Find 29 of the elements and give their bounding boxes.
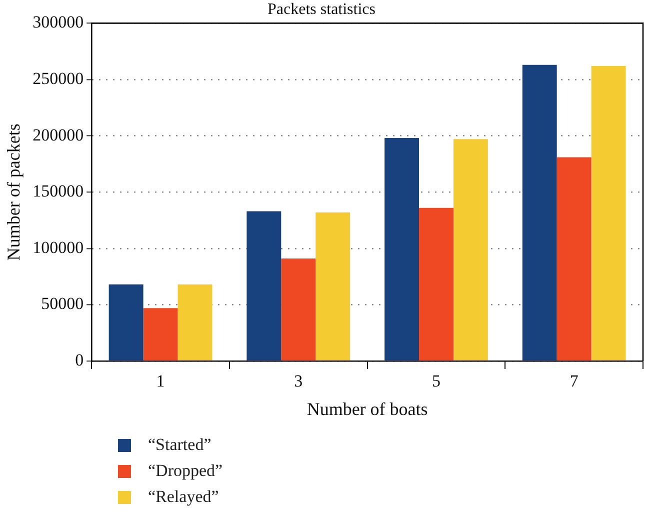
x-tick-label: 5 (432, 372, 440, 391)
y-tick-label: 250000 (32, 68, 84, 88)
x-tick-label: 1 (156, 372, 165, 391)
y-tick-label: 0 (75, 350, 84, 370)
x-tick-label: 3 (294, 372, 303, 391)
y-tick-label: 100000 (32, 238, 84, 257)
y-tick-label: 300000 (32, 12, 84, 32)
chart-title: Packets statistics (268, 0, 376, 18)
legend-label: “Relayed” (148, 487, 219, 507)
bar (143, 308, 178, 360)
bar (178, 284, 212, 360)
x-tick-label: 7 (570, 372, 579, 391)
bar (522, 64, 557, 360)
bar (453, 139, 488, 360)
bar (246, 211, 282, 360)
y-axis-title: Number of packets (4, 124, 24, 261)
bar (384, 138, 419, 360)
bar (281, 258, 316, 360)
x-axis-title: Number of boats (306, 398, 428, 419)
bar (556, 157, 592, 360)
y-tick-label: 150000 (32, 182, 84, 201)
legend-label: “Dropped” (148, 461, 223, 481)
y-tick-label: 50000 (41, 294, 84, 314)
bar (418, 208, 454, 360)
bar (108, 284, 144, 360)
legend-label: “Started” (148, 435, 212, 455)
y-tick-label: 200000 (32, 125, 84, 144)
bar (591, 66, 626, 360)
bar (316, 212, 350, 360)
